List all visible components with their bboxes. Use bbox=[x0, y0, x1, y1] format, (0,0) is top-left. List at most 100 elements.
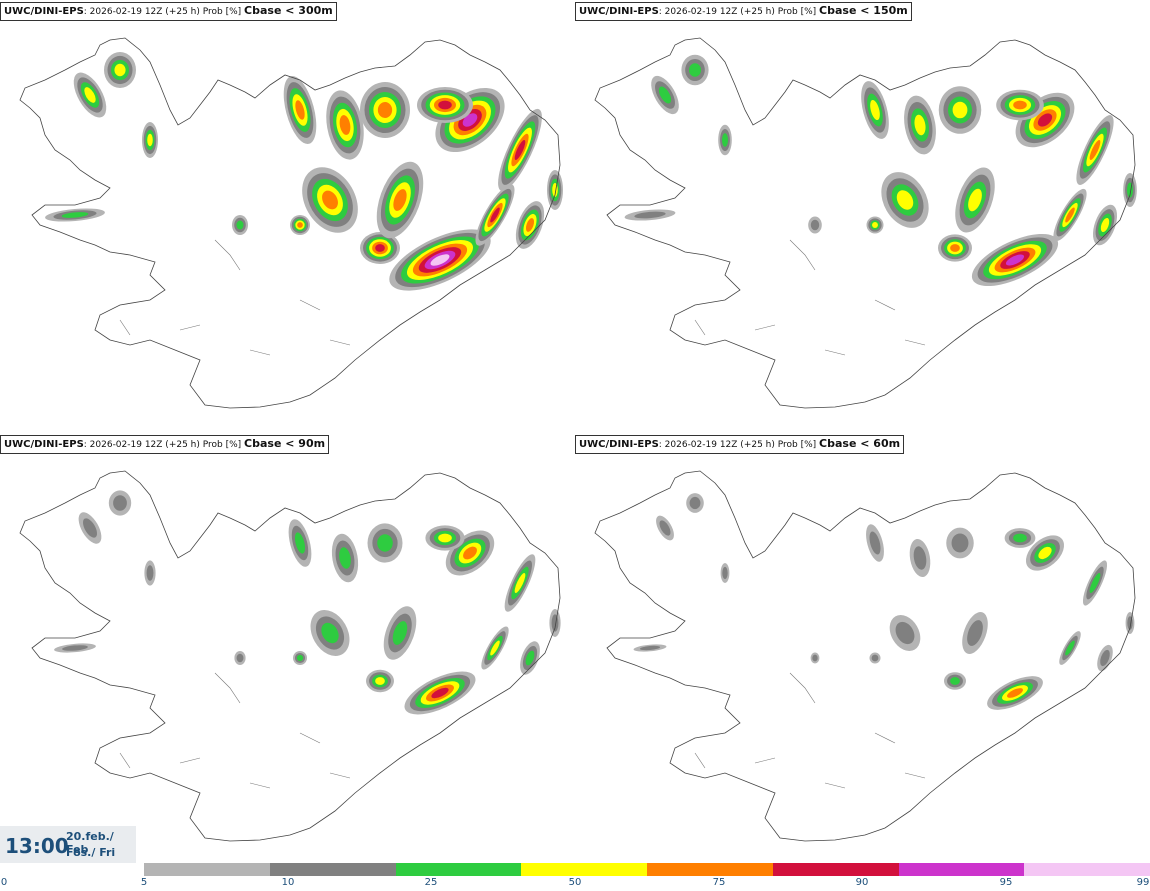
map-panel-60m: UWC/DINI-EPS: 2026-02-19 12Z (+25 h) Pro… bbox=[575, 433, 1150, 863]
probability-contour bbox=[375, 244, 385, 252]
probability-contour bbox=[1089, 572, 1101, 594]
colorbar-segment bbox=[1024, 863, 1150, 876]
probability-contour bbox=[812, 654, 818, 662]
map-panel-90m: UWC/DINI-EPS: 2026-02-19 12Z (+25 h) Pro… bbox=[0, 433, 575, 863]
colorbar-tick-label: 5 bbox=[140, 877, 148, 888]
probability-contour bbox=[951, 533, 969, 553]
probability-contour bbox=[869, 531, 881, 555]
probability-contour bbox=[689, 496, 701, 510]
probability-contour bbox=[294, 532, 306, 554]
probability-contour bbox=[1089, 140, 1101, 160]
probability-contour bbox=[895, 621, 915, 645]
probability-contour bbox=[490, 640, 500, 656]
rivers-lines bbox=[694, 672, 926, 789]
probability-contour bbox=[634, 211, 666, 219]
probability-contour bbox=[114, 63, 126, 77]
probability-contour bbox=[113, 495, 127, 511]
probability-contour bbox=[339, 547, 351, 569]
probability-contour bbox=[377, 534, 393, 552]
probability-contour bbox=[514, 140, 526, 160]
probability-map bbox=[594, 470, 1136, 842]
panel-title: UWC/DINI-EPS: 2026-02-19 12Z (+25 h) Pro… bbox=[0, 435, 330, 454]
colorbar-segment bbox=[395, 863, 522, 876]
probability-contour bbox=[393, 189, 407, 211]
probability-contour bbox=[296, 654, 304, 662]
colorbar-tick-label: 10 bbox=[281, 877, 295, 888]
probability-contour bbox=[392, 621, 408, 645]
probability-contour bbox=[688, 63, 702, 77]
probability-contour bbox=[967, 620, 983, 646]
probability-contour bbox=[870, 99, 880, 121]
rivers-lines bbox=[119, 239, 351, 356]
probability-contour bbox=[438, 100, 452, 110]
probability-contour bbox=[1065, 207, 1075, 223]
probability-contour bbox=[1007, 688, 1023, 698]
probability-contour bbox=[375, 677, 385, 685]
colorbar-segment bbox=[772, 863, 899, 876]
valid-time: 13:00 bbox=[5, 834, 69, 858]
panel-title: UWC/DINI-EPS: 2026-02-19 12Z (+25 h) Pro… bbox=[0, 2, 337, 21]
probability-contour bbox=[871, 654, 879, 662]
valid-time-box: 13:00 20.feb./ Feb Fös./ Fri bbox=[0, 826, 136, 863]
probability-contour bbox=[322, 190, 338, 210]
probability-contour bbox=[431, 687, 449, 699]
rivers-lines bbox=[694, 239, 926, 356]
colorbar-segment bbox=[898, 863, 1025, 876]
colorbar-segment bbox=[521, 863, 648, 876]
probability-map bbox=[19, 470, 561, 842]
probability-map bbox=[19, 37, 563, 409]
probability-contour bbox=[514, 572, 526, 594]
probability-contour bbox=[914, 114, 926, 136]
colorbar bbox=[144, 863, 1150, 876]
probability-contour bbox=[430, 254, 450, 266]
probability-contour bbox=[1100, 217, 1110, 233]
probability-contour bbox=[525, 218, 535, 232]
probability-contour bbox=[1100, 649, 1110, 667]
probability-contour bbox=[490, 207, 500, 223]
probability-contour bbox=[525, 650, 535, 666]
probability-contour bbox=[146, 565, 154, 581]
colorbar-tick-label: 0 bbox=[0, 877, 8, 888]
colorbar-tick-label: 50 bbox=[568, 877, 582, 888]
valid-weekday: Fös./ Fri bbox=[66, 846, 116, 859]
probability-contour bbox=[721, 133, 729, 147]
probability-contour bbox=[62, 645, 88, 651]
probability-contour bbox=[84, 87, 96, 103]
probability-contour bbox=[438, 533, 452, 543]
probability-contour bbox=[896, 190, 914, 210]
probability-contour bbox=[659, 520, 671, 536]
probability-contour bbox=[236, 220, 244, 230]
map-panel-300m: UWC/DINI-EPS: 2026-02-19 12Z (+25 h) Pro… bbox=[0, 0, 575, 430]
colorbar-tick-label: 25 bbox=[424, 877, 438, 888]
probability-contour bbox=[236, 653, 244, 663]
probability-contour bbox=[810, 219, 820, 231]
probability-contour bbox=[950, 677, 960, 685]
probability-contour bbox=[872, 222, 878, 228]
panel-title: UWC/DINI-EPS: 2026-02-19 12Z (+25 h) Pro… bbox=[575, 435, 905, 454]
coastline bbox=[594, 470, 1136, 842]
probability-contour bbox=[82, 518, 98, 538]
colorbar-tick-label: 99 bbox=[1136, 877, 1150, 888]
colorbar-tick-label: 95 bbox=[999, 877, 1013, 888]
probability-contour bbox=[463, 546, 477, 560]
map-panel-150m: UWC/DINI-EPS: 2026-02-19 12Z (+25 h) Pro… bbox=[575, 0, 1150, 430]
probability-contour bbox=[658, 86, 672, 104]
probability-contour bbox=[377, 102, 393, 118]
probability-contour bbox=[297, 222, 303, 228]
probability-contour bbox=[1013, 100, 1027, 110]
colorbar-segment bbox=[647, 863, 774, 876]
probability-contour bbox=[147, 133, 153, 147]
probability-contour bbox=[1013, 533, 1027, 543]
probability-contour bbox=[968, 188, 982, 212]
probability-contour bbox=[1005, 254, 1025, 266]
probability-contour bbox=[722, 566, 728, 580]
probability-contour bbox=[1038, 546, 1052, 560]
colorbar-tick-label: 90 bbox=[855, 877, 869, 888]
panel-title: UWC/DINI-EPS: 2026-02-19 12Z (+25 h) Pro… bbox=[575, 2, 912, 21]
colorbar-segment bbox=[144, 863, 271, 876]
probability-contour bbox=[295, 100, 305, 120]
valid-date: 20.feb./ Feb bbox=[66, 830, 114, 856]
colorbar-tick-label: 75 bbox=[712, 877, 726, 888]
probability-contour bbox=[950, 244, 960, 252]
rivers-lines bbox=[119, 672, 351, 789]
